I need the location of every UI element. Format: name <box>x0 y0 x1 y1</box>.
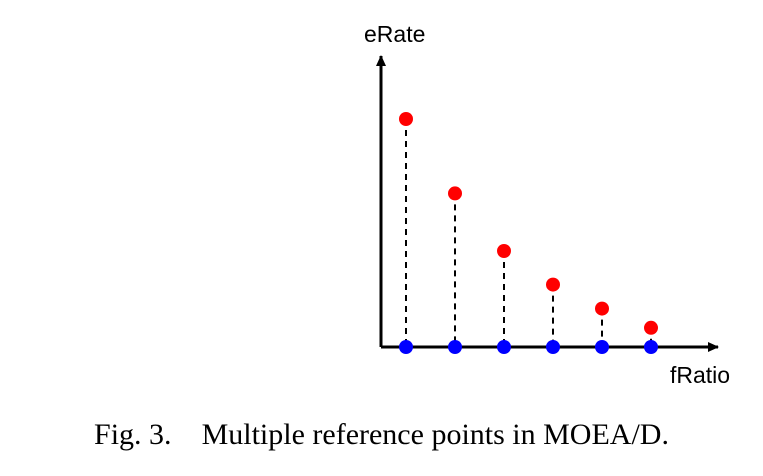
caption-text: Multiple reference points in MOEA/D. <box>201 418 669 451</box>
objective-point <box>546 277 560 292</box>
reference-point <box>644 340 658 354</box>
caption-label: Fig. 3. <box>94 418 172 451</box>
reference-point <box>399 340 413 354</box>
objective-point <box>448 186 462 201</box>
reference-point <box>595 340 609 354</box>
objective-point <box>399 112 413 126</box>
objective-point <box>644 320 658 335</box>
y-axis-label: eRate <box>364 21 425 47</box>
x-axis-label: fRatio <box>670 362 730 388</box>
figure-caption: Fig. 3. Multiple reference points in MOE… <box>0 418 763 452</box>
reference-point <box>448 340 462 354</box>
objective-point <box>497 244 511 258</box>
chart-marks <box>399 112 658 354</box>
objective-point <box>595 301 609 316</box>
reference-point <box>546 340 560 354</box>
reference-point <box>497 340 511 354</box>
